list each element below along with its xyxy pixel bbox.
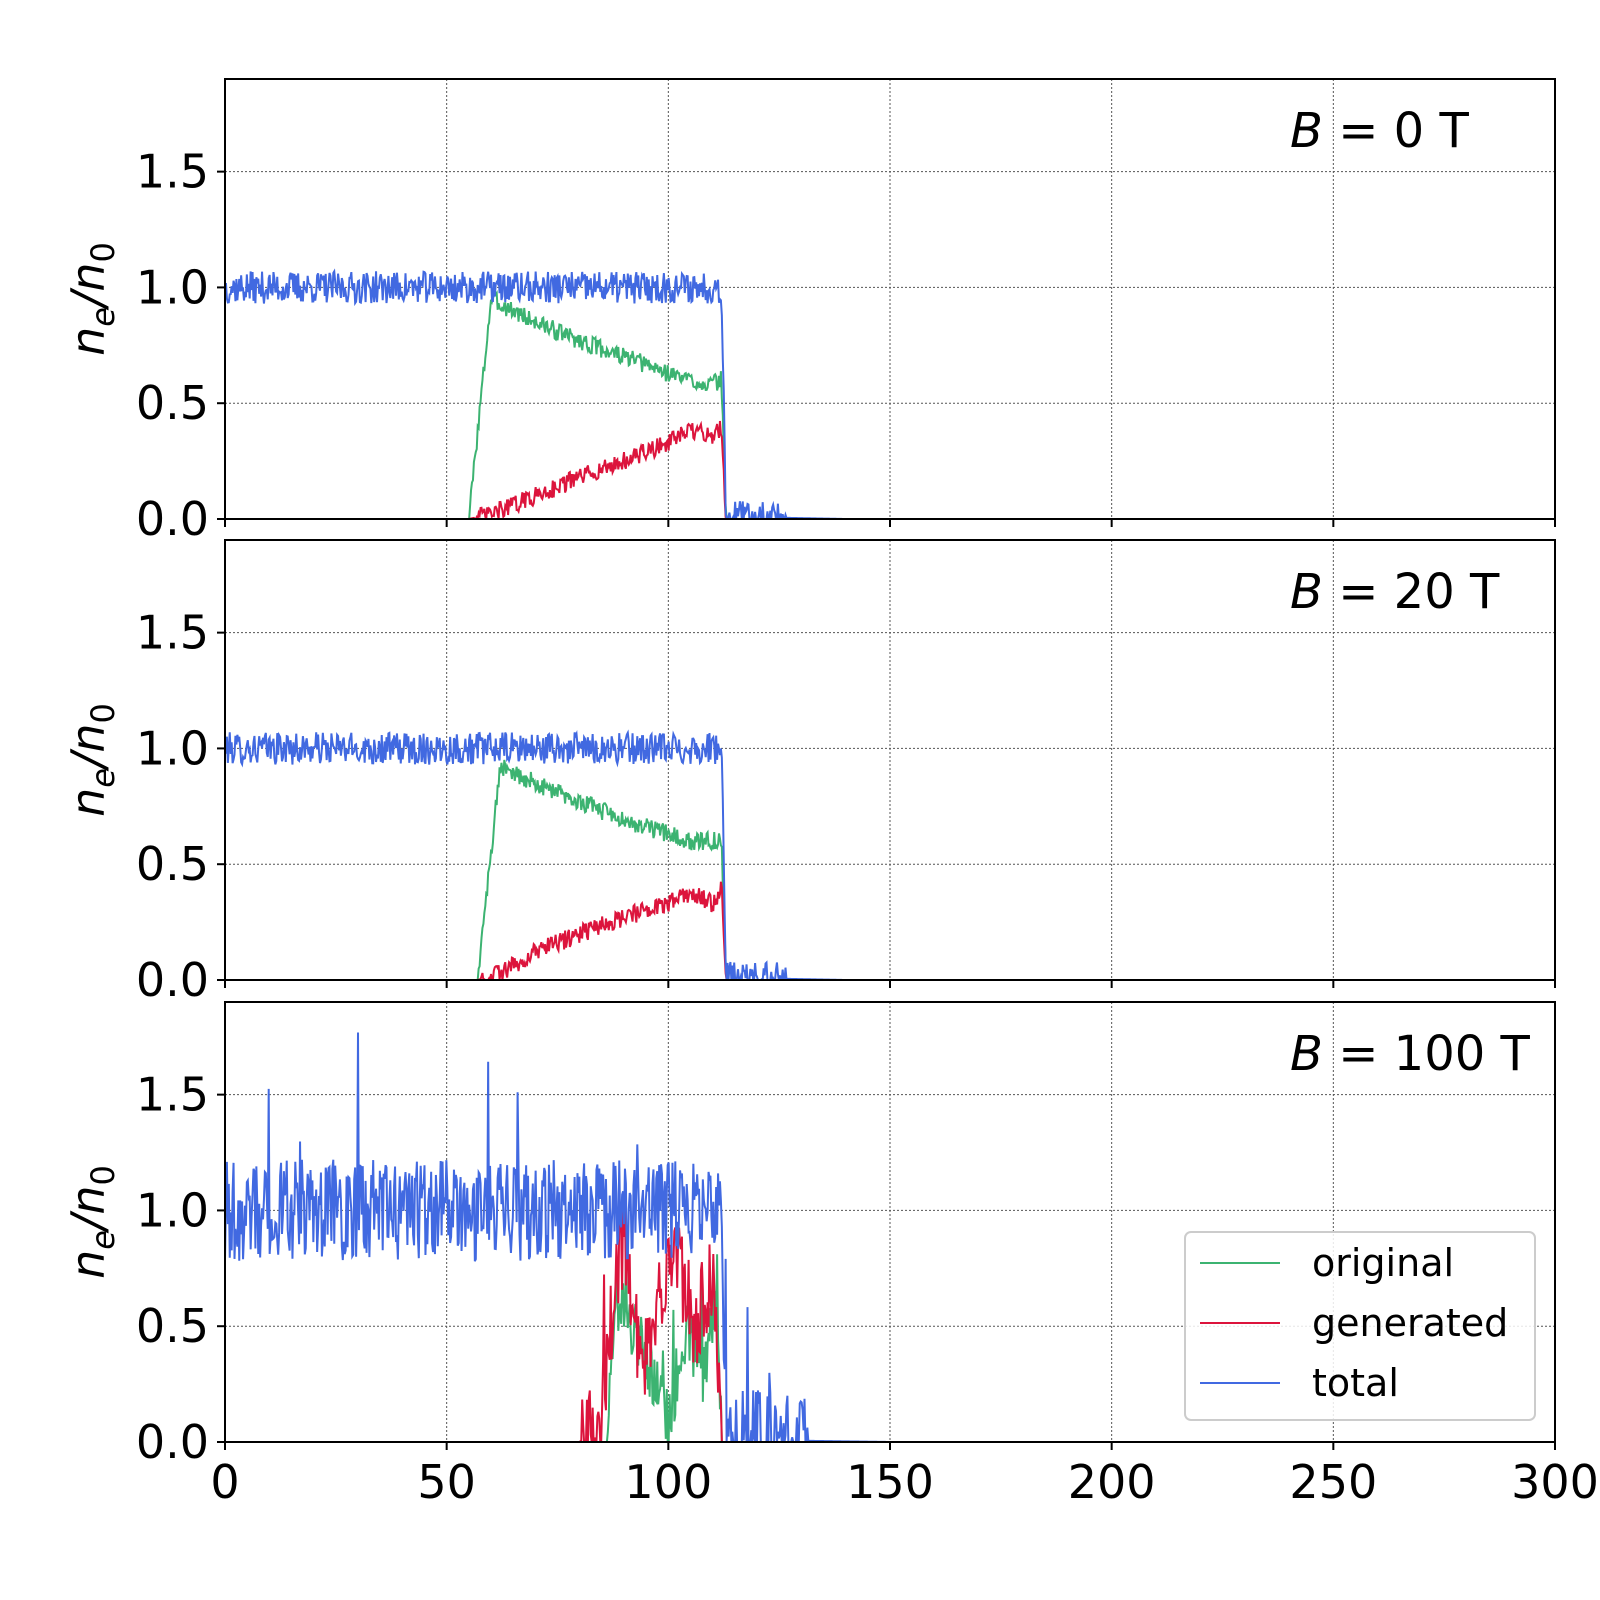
y-tick-label: 0.5 [136,1299,209,1353]
y-tick-label: 1.5 [136,1068,209,1122]
y-axis-label: ne/n0 [61,703,122,817]
legend-label-original: original [1312,1241,1454,1285]
x-tick-label: 300 [1511,1455,1599,1509]
series-line-total [225,268,1555,519]
y-tick-label: 0.5 [136,837,209,891]
x-tick-label: 0 [210,1455,239,1509]
x-tick-label: 150 [846,1455,934,1509]
panel-0: 0.0 0.5 1.0 1.5 ne/n0 B = 0 T [61,78,1556,546]
y-tick-label: 0.0 [136,1415,209,1469]
x-tick-label: 200 [1068,1455,1156,1509]
y-tick-label: 1.0 [136,1183,209,1237]
panel-2: 0.0 0.5 1.0 1.5 0 50 100 150 200 250 300 ne/n0 B = 1… [61,1001,1599,1509]
legend: original generated total [1184,1231,1536,1421]
y-tick-label: 0.5 [136,376,209,430]
series-line-total [225,729,1555,980]
panels: 0.0 0.5 1.0 1.5 ne/n0 B = 0 T 0.0 0.5 1.0 1.5 ne/n… [61,78,1599,1509]
y-tick-label: 1.0 [136,260,209,314]
y-axis-label: ne/n0 [61,1165,122,1279]
field-annotation: B = 20 T [1290,564,1500,620]
y-tick-label: 0.0 [136,492,209,546]
y-tick-label: 1.5 [136,145,209,199]
y-axis-label: ne/n0 [61,242,122,356]
y-tick-label: 0.0 [136,953,209,1007]
field-annotation: B = 0 T [1290,103,1469,159]
x-tick-label: 50 [417,1455,476,1509]
field-annotation: B = 100 T [1290,1026,1531,1082]
y-tick-label: 1.5 [136,606,209,660]
legend-label-total: total [1312,1361,1399,1405]
series-line-total [225,1032,1555,1442]
legend-label-generated: generated [1312,1301,1508,1345]
panel-1: 0.0 0.5 1.0 1.5 ne/n0 B = 20 T [61,539,1556,1007]
legend-box [1184,1231,1536,1421]
series-line-original [225,289,1555,519]
x-tick-label: 250 [1289,1455,1377,1509]
x-tick-label: 100 [624,1455,712,1509]
y-tick-label: 1.0 [136,721,209,775]
